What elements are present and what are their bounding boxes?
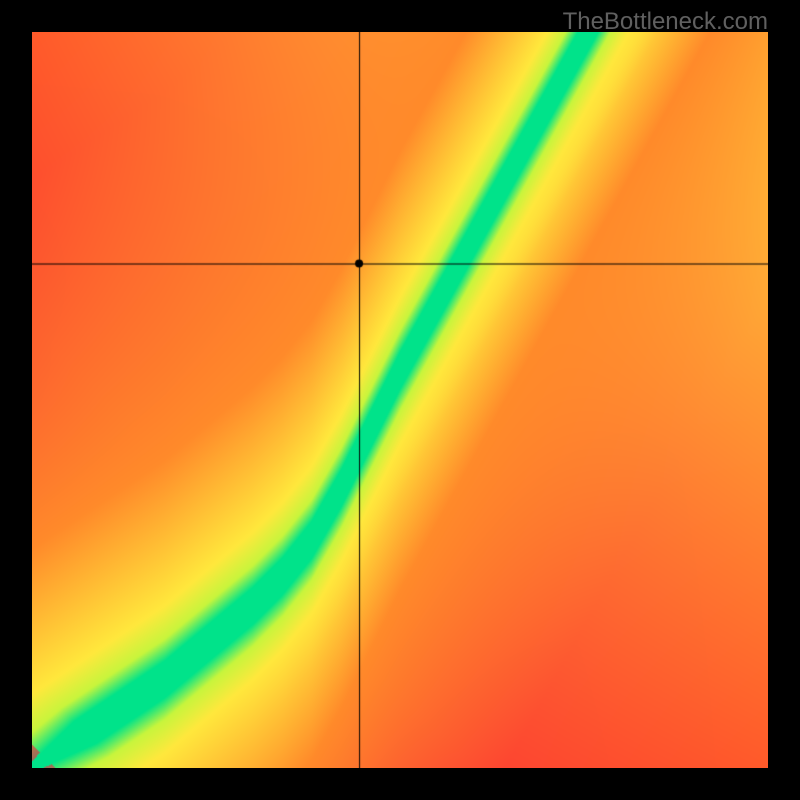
watermark-text: TheBottleneck.com	[563, 8, 768, 36]
heatmap-plot	[32, 32, 768, 768]
chart-container: TheBottleneck.com	[0, 0, 800, 800]
heatmap-canvas	[32, 32, 768, 768]
